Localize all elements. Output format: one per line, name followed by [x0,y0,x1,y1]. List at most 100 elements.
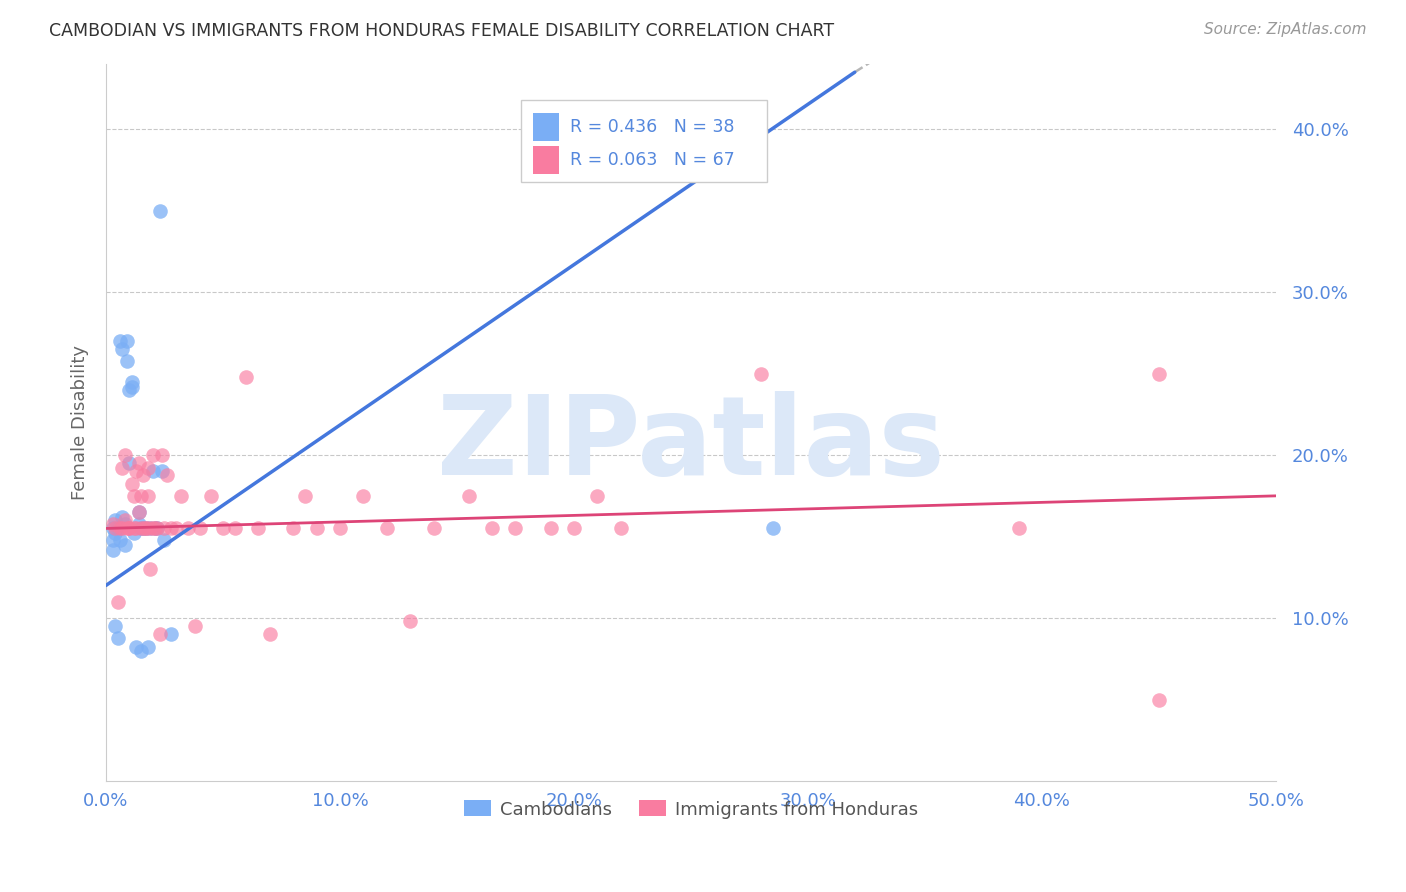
Point [108,533,131,547]
Point [153,521,176,535]
Point [142,448,165,462]
Point [136,640,159,655]
Point [259,627,281,641]
Point [114,538,136,552]
Point [136,489,159,503]
Point [457,489,479,503]
Point [540,521,562,535]
Point [129,489,152,503]
Point [170,489,193,503]
Point [586,489,609,503]
Point [118,521,141,535]
Point [375,521,398,535]
Point [125,521,148,535]
Point [121,379,143,393]
Point [156,467,179,482]
Point [143,521,166,535]
Point [135,521,157,535]
Point [422,521,444,535]
Point [505,521,527,535]
Point [128,456,150,470]
Point [114,513,136,527]
Point [107,521,129,535]
Point [139,562,162,576]
Point [136,461,159,475]
Point [107,595,129,609]
Point [160,627,183,641]
Point [128,516,150,531]
Point [150,448,173,462]
Point [104,513,127,527]
Point [118,456,141,470]
Point [108,334,131,348]
Point [107,631,129,645]
FancyBboxPatch shape [522,100,768,182]
Point [749,367,772,381]
Point [146,521,169,535]
Point [352,489,374,503]
Point [125,464,148,478]
Point [104,526,127,541]
Point [101,542,124,557]
Point [135,521,157,535]
Point [160,521,183,535]
Point [143,521,166,535]
Point [247,521,270,535]
Point [111,510,134,524]
Point [115,353,138,368]
Text: R = 0.436   N = 38: R = 0.436 N = 38 [571,118,735,136]
Point [149,627,172,641]
Point [128,505,150,519]
Point [122,489,145,503]
Point [149,203,172,218]
Point [762,521,785,535]
Point [129,521,152,535]
Text: R = 0.063   N = 67: R = 0.063 N = 67 [571,151,735,169]
Point [101,516,124,531]
Point [562,521,585,535]
Point [1007,521,1029,535]
Point [132,521,155,535]
Point [114,516,136,531]
Point [115,521,138,535]
Point [132,521,155,535]
Point [104,619,127,633]
Point [115,334,138,348]
Point [111,521,134,535]
Point [329,521,352,535]
Point [122,521,145,535]
Point [139,521,162,535]
Point [153,533,176,547]
Point [132,467,155,482]
Point [146,521,169,535]
Point [135,521,157,535]
Point [177,521,200,535]
Point [294,489,316,503]
Point [1147,692,1170,706]
Point [305,521,328,535]
Point [129,521,152,535]
Point [125,640,148,655]
Point [150,464,173,478]
FancyBboxPatch shape [533,146,558,174]
Legend: Cambodians, Immigrants from Honduras: Cambodians, Immigrants from Honduras [457,793,925,826]
Point [609,521,631,535]
Point [128,505,150,519]
Point [224,521,246,535]
Point [101,533,124,547]
Text: Source: ZipAtlas.com: Source: ZipAtlas.com [1204,22,1367,37]
Text: CAMBODIAN VS IMMIGRANTS FROM HONDURAS FEMALE DISABILITY CORRELATION CHART: CAMBODIAN VS IMMIGRANTS FROM HONDURAS FE… [49,22,834,40]
Point [281,521,304,535]
Point [121,375,143,389]
Point [165,521,187,535]
Y-axis label: Female Disability: Female Disability [72,345,89,500]
Point [122,526,145,541]
Point [142,521,165,535]
Point [101,521,124,535]
Point [142,464,165,478]
Point [111,461,134,475]
Point [481,521,503,535]
Point [108,521,131,535]
Point [121,477,143,491]
Point [118,521,141,535]
